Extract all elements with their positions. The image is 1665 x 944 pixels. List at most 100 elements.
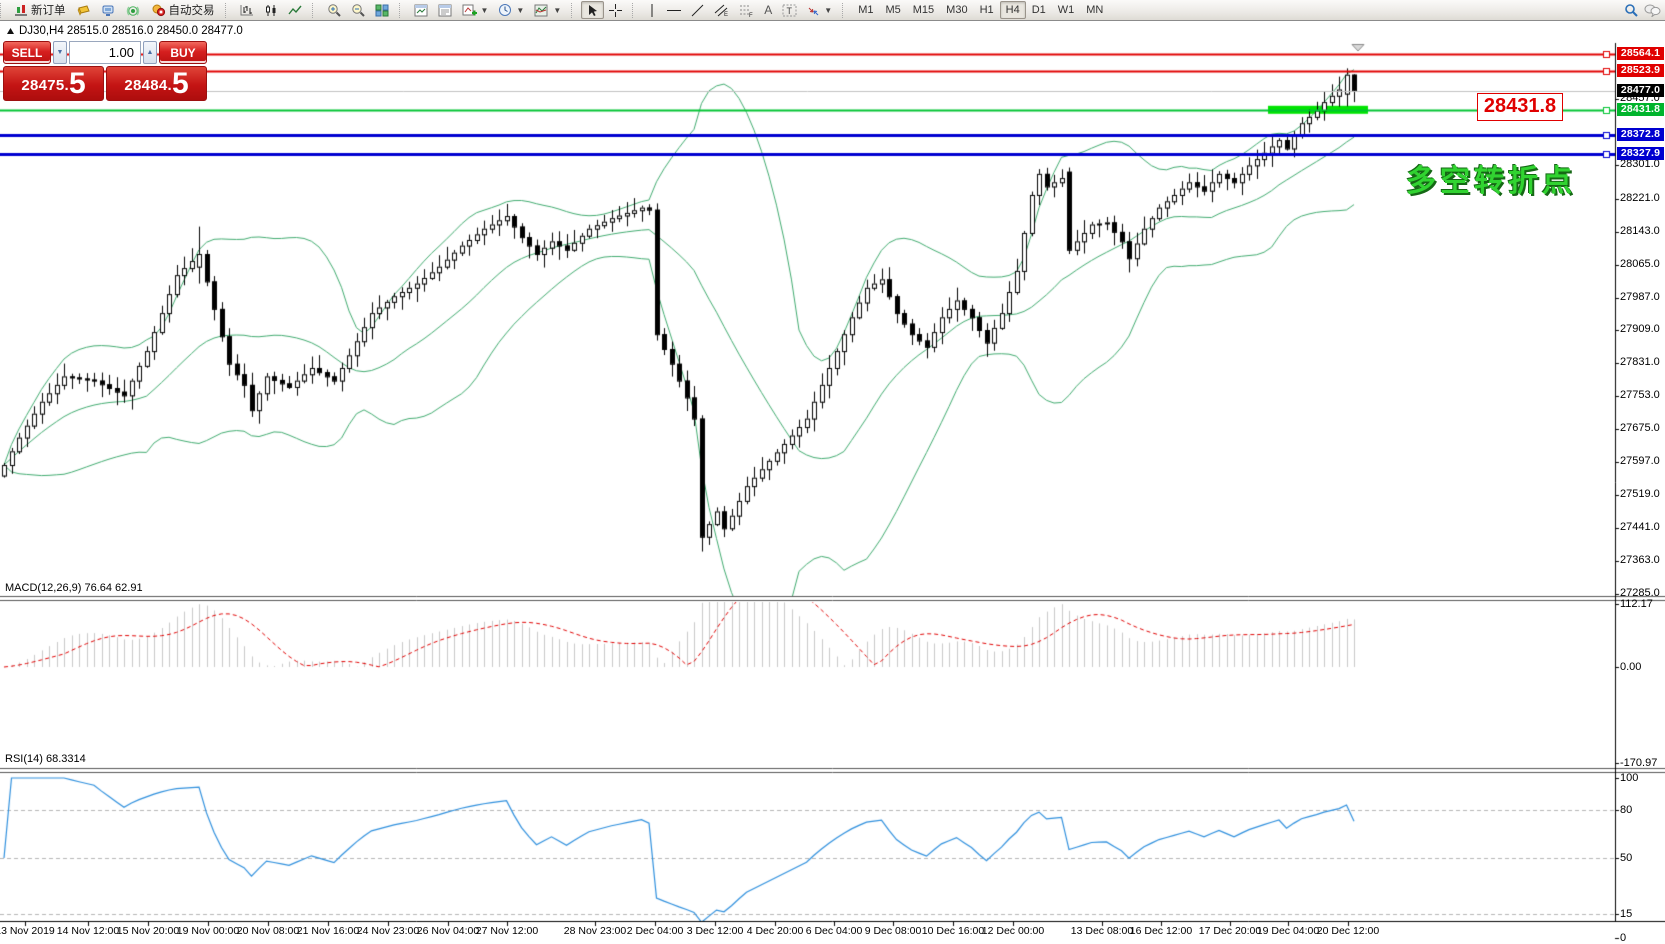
price-axis-tick: 27597.0 [1620,455,1660,468]
new-order-button[interactable]: 新订单 [10,1,71,19]
fibonacci-tool-button[interactable]: F [734,1,759,19]
time-axis-label: 24 Nov 23:00 [356,925,420,937]
label-tool-button[interactable]: T [777,1,802,19]
channel-tool-button[interactable]: E [709,1,734,19]
zoom-in-button[interactable] [322,1,346,19]
price-axis-tick: 28143.0 [1620,224,1660,237]
price-axis-tick: 27909.0 [1620,323,1660,336]
template-button[interactable]: ▼ [529,1,566,19]
lot-increase-button[interactable]: ▲ [143,41,157,64]
rsi-label: RSI(14) 68.3314 [5,753,86,765]
toolbar-separator [842,2,849,18]
cursor-tool-button[interactable] [581,1,605,19]
timeframe-switcher: M1 M5 M15 M30 H1 H4 D1 W1 MN [852,1,1109,19]
text-tool-icon: A [764,3,773,17]
macd-axis-tick: 112.17 [1620,598,1653,611]
lot-decrease-button[interactable]: ▼ [53,41,67,64]
rsi-axis-tick: 50 [1620,852,1633,864]
remote-desktop-icon [102,5,113,16]
timeframe-m30-button[interactable]: M30 [940,1,973,19]
timeframe-mn-button[interactable]: MN [1080,1,1109,19]
clock-icon [499,4,512,16]
template-icon [534,4,548,16]
window-profile-button[interactable] [433,1,457,19]
timeframe-w1-button[interactable]: W1 [1052,1,1081,19]
price-callout-box[interactable]: 28431.8 [1477,93,1563,121]
price-axis-tick: 27831.0 [1620,356,1660,369]
zoom-out-button[interactable] [346,1,370,19]
new-order-icon [15,4,27,16]
gold-bar-icon [77,4,90,16]
price-axis-tick: 28065.0 [1620,257,1660,270]
price-chart-canvas[interactable] [0,21,1665,942]
cursor-icon [589,4,598,16]
chat-icon[interactable] [1644,3,1661,17]
price-axis-tick: 27987.0 [1620,290,1660,303]
horizontal-line-tool-button[interactable] [662,1,686,19]
vertical-line-icon [651,3,653,17]
crosshair-icon [609,3,623,17]
gold-button[interactable] [71,1,96,19]
price-axis-tick: 28301.0 [1620,158,1660,170]
sell-price-display[interactable]: 28475. 5 [3,66,104,101]
sell-button[interactable]: SELL [3,41,51,64]
lot-size-input[interactable] [69,41,141,64]
timeframe-h4-button[interactable]: H4 [999,1,1026,19]
time-axis-label: 16 Dec 12:00 [1129,925,1193,937]
time-axis-label: 14 Nov 12:00 [56,925,120,937]
time-axis-label: 19 Nov 00:00 [176,925,240,937]
buy-price-pips: 5 [172,67,189,100]
svg-text:F: F [749,13,753,17]
time-axis-label: 27 Nov 12:00 [475,925,539,937]
window-chart-button[interactable] [409,1,433,19]
text-tool-button[interactable]: A [759,1,777,19]
toolbar-grip [0,2,7,18]
timeframe-m5-button[interactable]: M5 [879,1,906,19]
period-button[interactable]: ▼ [493,1,529,19]
price-line-tag: 28564.1 [1617,47,1664,61]
vertical-line-tool-button[interactable] [642,1,662,19]
buy-price-main: 28484. [124,77,172,94]
remote-terminal-button[interactable] [96,1,121,19]
price-axis-tick: 28221.0 [1620,191,1660,204]
buy-price-display[interactable]: 28484. 5 [106,66,207,101]
rsi-axis-tick: 80 [1620,804,1633,816]
chart-window: DJ30,H4 28515.0 28516.0 28450.0 28477.0 … [0,21,1665,944]
time-axis-label: 3 Dec 12:00 [686,925,744,937]
buy-button[interactable]: BUY [159,41,207,64]
autotrade-button[interactable]: 自动交易 [146,1,220,19]
timeframe-m15-button[interactable]: M15 [907,1,940,19]
time-axis-label: 13 Dec 08:00 [1070,925,1134,937]
zoom-in-icon [327,4,341,17]
time-axis-label: 6 Dec 04:00 [805,925,863,937]
timeframe-d1-button[interactable]: D1 [1026,1,1052,19]
timeframe-h1-button[interactable]: H1 [974,1,1000,19]
horizontal-line-icon [667,9,682,11]
bar-chart-mode-button[interactable] [235,1,259,19]
time-axis-label: 10 Dec 16:00 [921,925,985,937]
price-axis-tick: 27363.0 [1620,553,1660,566]
search-icon[interactable] [1624,3,1638,17]
svg-text:T: T [787,6,793,16]
price-line-tag: 28431.8 [1617,103,1664,117]
autotrade-label: 自动交易 [168,5,215,17]
price-line-tag: 28372.8 [1617,128,1664,142]
trendline-icon [691,4,704,16]
signal-button[interactable] [121,1,146,19]
candlestick-mode-button[interactable] [259,1,283,19]
timeframe-m1-button[interactable]: M1 [852,1,879,19]
time-axis-label: 13 Nov 2019 [0,925,55,937]
svg-text:E: E [724,12,728,17]
arrows-tool-button[interactable]: ▼ [802,1,837,19]
toolbar-separator [398,2,406,18]
new-order-label: 新订单 [31,5,66,17]
crosshair-tool-button[interactable] [604,1,627,19]
chart-annotation-text[interactable]: 多空转折点 [1406,165,1576,198]
add-indicator-icon [462,4,477,15]
zoom-out-icon [351,4,365,17]
add-indicator-button[interactable]: ▼ [457,1,494,19]
trendline-tool-button[interactable] [686,1,709,19]
dropdown-chevron-icon: ▼ [824,5,833,15]
line-chart-mode-button[interactable] [283,1,307,19]
tile-windows-button[interactable] [370,1,394,19]
